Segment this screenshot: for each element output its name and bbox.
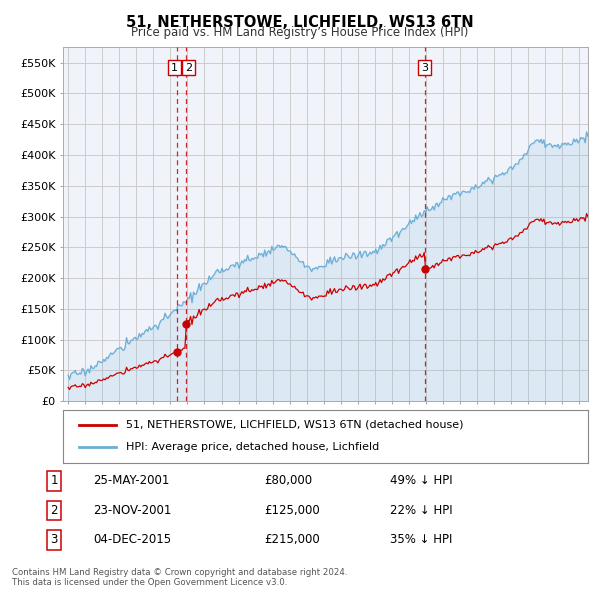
Text: Contains HM Land Registry data © Crown copyright and database right 2024.
This d: Contains HM Land Registry data © Crown c… [12, 568, 347, 587]
Text: £215,000: £215,000 [264, 533, 320, 546]
Text: 35% ↓ HPI: 35% ↓ HPI [390, 533, 452, 546]
Text: £125,000: £125,000 [264, 504, 320, 517]
Text: 49% ↓ HPI: 49% ↓ HPI [390, 474, 452, 487]
Text: 1: 1 [171, 63, 178, 73]
Text: 3: 3 [50, 533, 58, 546]
Text: 23-NOV-2001: 23-NOV-2001 [93, 504, 172, 517]
Text: £80,000: £80,000 [264, 474, 312, 487]
Text: 3: 3 [421, 63, 428, 73]
Text: 51, NETHERSTOWE, LICHFIELD, WS13 6TN: 51, NETHERSTOWE, LICHFIELD, WS13 6TN [126, 15, 474, 30]
Text: 2: 2 [185, 63, 192, 73]
Text: 1: 1 [50, 474, 58, 487]
Text: Price paid vs. HM Land Registry’s House Price Index (HPI): Price paid vs. HM Land Registry’s House … [131, 26, 469, 39]
Text: 22% ↓ HPI: 22% ↓ HPI [390, 504, 452, 517]
Text: 51, NETHERSTOWE, LICHFIELD, WS13 6TN (detached house): 51, NETHERSTOWE, LICHFIELD, WS13 6TN (de… [126, 420, 464, 430]
Text: 2: 2 [50, 504, 58, 517]
Text: 04-DEC-2015: 04-DEC-2015 [93, 533, 171, 546]
Text: HPI: Average price, detached house, Lichfield: HPI: Average price, detached house, Lich… [126, 442, 379, 452]
Text: 25-MAY-2001: 25-MAY-2001 [93, 474, 169, 487]
